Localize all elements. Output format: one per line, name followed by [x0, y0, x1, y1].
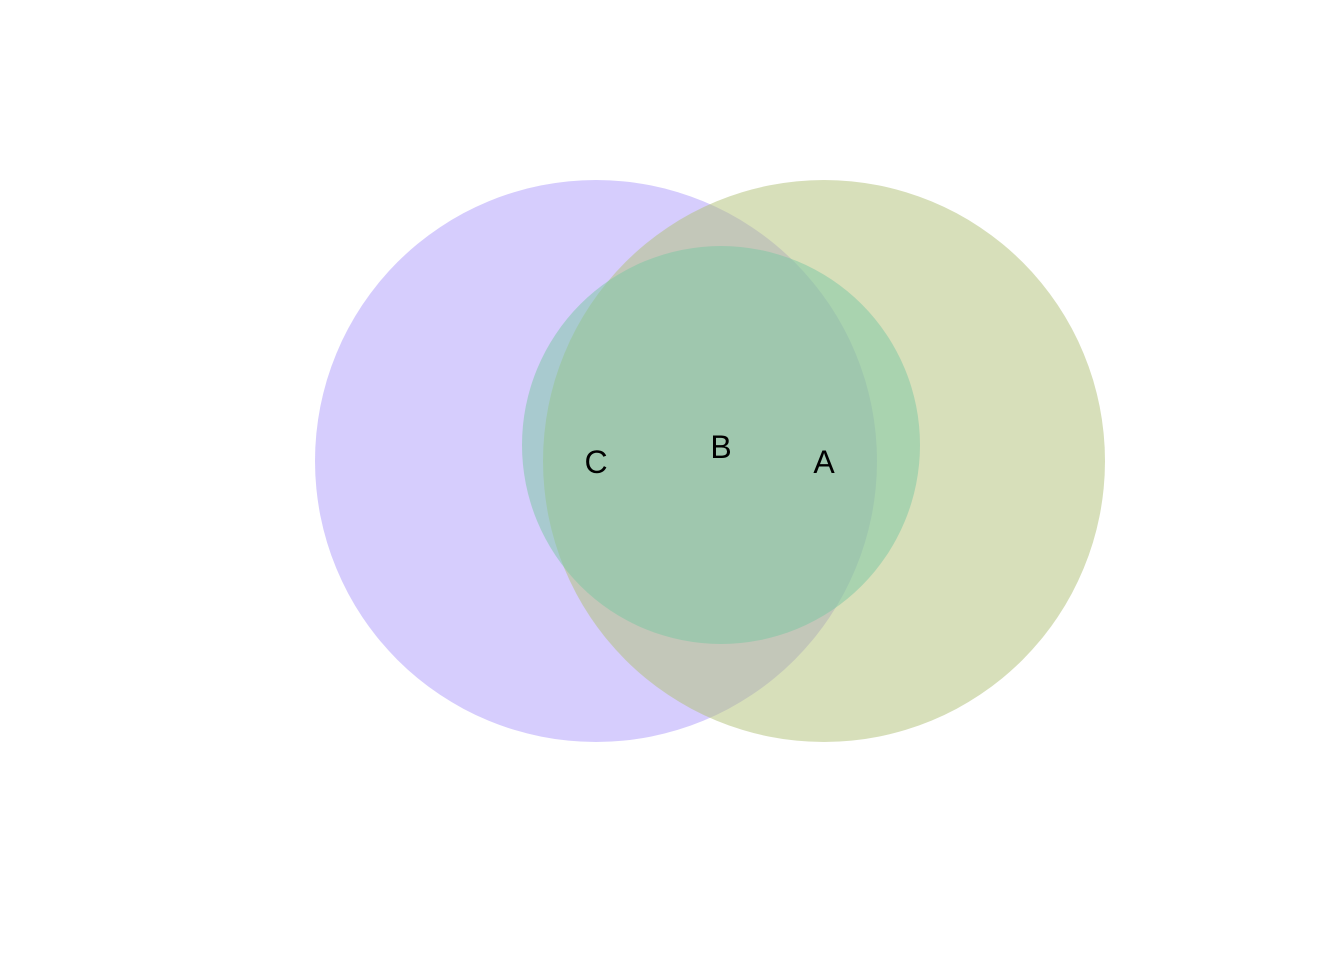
set-a-label: A [813, 444, 835, 480]
set-b-label: B [710, 429, 731, 465]
set-c-label: C [584, 444, 607, 480]
